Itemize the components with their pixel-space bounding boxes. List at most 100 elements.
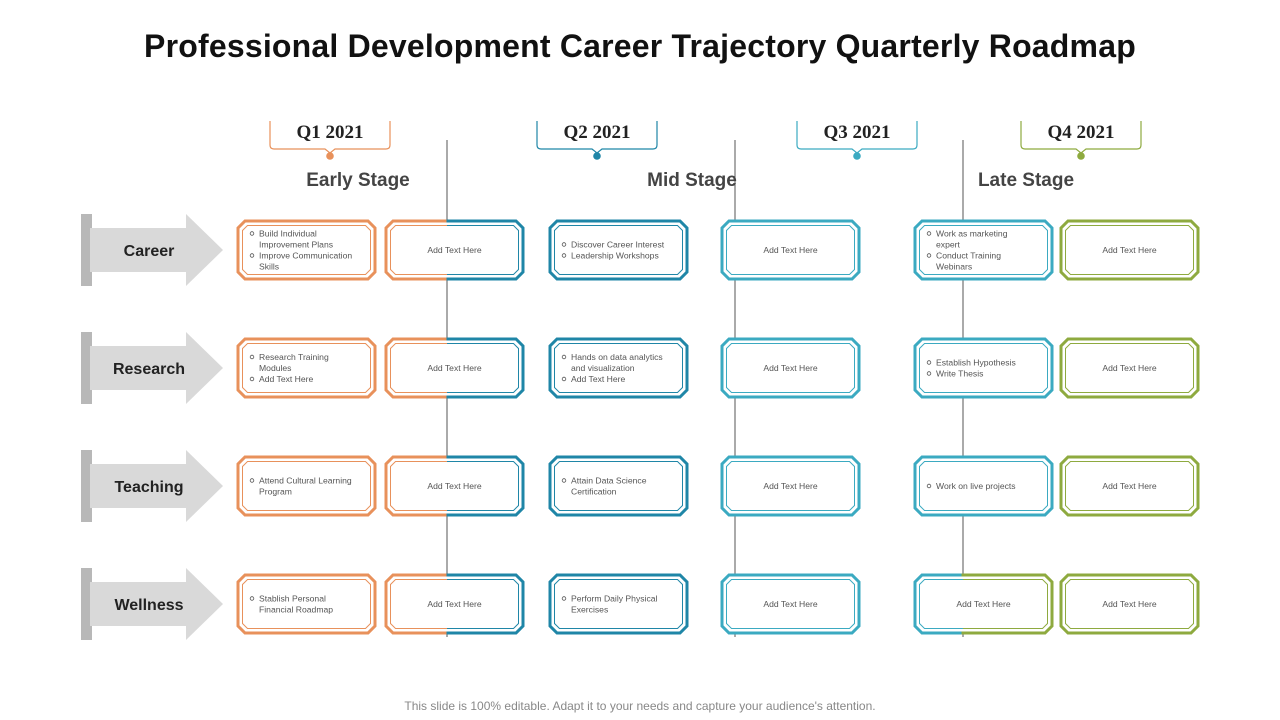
- card-inner-border: [554, 461, 683, 511]
- card-inner-border: [919, 579, 1048, 629]
- card-inner-border: [242, 461, 371, 511]
- quarter-label: Q3 2021: [823, 122, 890, 143]
- card-outer-border: [913, 337, 1054, 399]
- card-item-text: expert: [936, 240, 960, 250]
- card-outer-border: [384, 337, 525, 399]
- bullet-icon: [249, 478, 255, 483]
- footer-note: This slide is 100% editable. Adapt it to…: [404, 699, 876, 713]
- callout-dot: [853, 152, 861, 160]
- bullet-icon: [926, 231, 932, 236]
- row-arrow: Teaching: [81, 450, 223, 522]
- stage-labels: Early Stage Mid Stage Late Stage: [306, 170, 1074, 191]
- card-inner-border: [554, 579, 683, 629]
- callout-dot: [326, 152, 334, 160]
- card-inner-border: [554, 225, 683, 275]
- card-item-text: Improve Communication: [259, 251, 352, 261]
- card-6: Add Text Here: [1059, 337, 1200, 399]
- card-placeholder-text: Add Text Here: [763, 599, 818, 609]
- card-2: Add Text Here: [384, 219, 525, 281]
- bullet-icon: [926, 371, 932, 376]
- card-inner-border: [726, 579, 855, 629]
- arrow-shape: [90, 568, 223, 640]
- card-inner-border: [1065, 225, 1194, 275]
- card-outer-border: [720, 337, 861, 399]
- quarter-label: Q2 2021: [563, 122, 630, 143]
- card-inner-border: [919, 225, 1048, 275]
- card-5: Add Text Here: [913, 573, 1054, 635]
- card-4: Add Text Here: [720, 337, 861, 399]
- card-6: Add Text Here: [1059, 455, 1200, 517]
- card-placeholder-text: Add Text Here: [956, 599, 1011, 609]
- quarter-callout-4: Q4 2021: [1020, 121, 1142, 160]
- card-inner-border: [919, 461, 1048, 511]
- card-item-text: Program: [259, 487, 292, 497]
- card-placeholder-text: Add Text Here: [427, 599, 482, 609]
- bullet-icon: [249, 376, 255, 382]
- card-item-text: Add Text Here: [571, 374, 626, 384]
- card-outer-border: [913, 219, 1054, 281]
- card-inner-border: [726, 225, 855, 275]
- card-item-text: Add Text Here: [259, 374, 314, 384]
- card-inner-border: [390, 225, 519, 275]
- quarter-callouts: Q1 2021 Q2 2021 Q3 2021 Q4 2021: [269, 121, 1142, 160]
- card-5: Work on live projects: [913, 455, 1054, 517]
- bullet-icon: [926, 253, 932, 258]
- card-outer-border: [548, 455, 689, 517]
- card-item-text: Write Thesis: [936, 369, 983, 379]
- quarter-callout-2: Q2 2021: [536, 121, 658, 160]
- card-outer-border: [1059, 573, 1200, 635]
- card-placeholder-text: Add Text Here: [763, 481, 818, 491]
- card-outer-border: [1059, 337, 1200, 399]
- card-inner-border: [919, 343, 1048, 393]
- card-outer-border: [548, 219, 689, 281]
- bullet-icon: [561, 478, 567, 483]
- card-inner-border: [390, 343, 519, 393]
- bullet-icon: [249, 253, 255, 258]
- card-inner-border: [726, 461, 855, 511]
- card-item-text: Perform Daily Physical: [571, 594, 658, 604]
- card-item-text: Improvement Plans: [259, 240, 333, 250]
- card-inner-border: [242, 225, 371, 275]
- card-inner-border: [1065, 579, 1194, 629]
- card-outer-border: [384, 455, 525, 517]
- quarter-label: Q4 2021: [1047, 122, 1114, 143]
- card-outer-border: [1059, 455, 1200, 517]
- card-item-text: Exercises: [571, 605, 608, 615]
- quarter-callout-3: Q3 2021: [796, 121, 918, 160]
- card-6: Add Text Here: [1059, 573, 1200, 635]
- card-placeholder-text: Add Text Here: [1102, 245, 1157, 255]
- card-item-text: Webinars: [936, 262, 972, 272]
- card-outer-border: [384, 219, 525, 281]
- card-item-text: Conduct Training: [936, 251, 1001, 261]
- card-item-text: Hands on data analytics: [571, 352, 663, 362]
- card-outer-border: [548, 337, 689, 399]
- row-label: Wellness: [114, 597, 183, 614]
- card-inner-border: [390, 461, 519, 511]
- card-placeholder-text: Add Text Here: [427, 363, 482, 373]
- quarter-label: Q1 2021: [296, 122, 363, 143]
- card-outer-border: [720, 455, 861, 517]
- row-label: Career: [124, 243, 175, 260]
- row-label: Teaching: [114, 479, 183, 496]
- card-6: Add Text Here: [1059, 219, 1200, 281]
- card-outer-border: [236, 455, 377, 517]
- bullet-icon: [561, 242, 567, 247]
- card-item-text: Financial Roadmap: [259, 605, 333, 615]
- card-outer-border: [913, 455, 1054, 517]
- bullet-icon: [249, 231, 255, 236]
- bullet-icon: [249, 596, 255, 601]
- bullet-icon: [926, 483, 932, 489]
- arrow-shadow: [81, 332, 92, 404]
- roadmap-diagram: Q1 2021 Q2 2021 Q3 2021 Q4 2021 Early Stage…: [81, 121, 1200, 640]
